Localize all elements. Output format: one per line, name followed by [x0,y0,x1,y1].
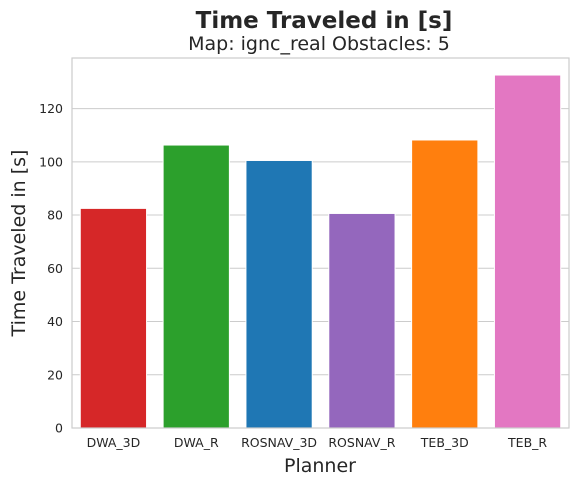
x-axis-label: Planner [284,455,356,477]
y-tick-label: 80 [47,208,63,223]
y-tick-label: 40 [47,314,63,329]
bar-dwa-r [162,144,230,429]
y-tick-label: 60 [47,261,63,276]
x-tick-label: ROSNAV_3D [241,435,317,450]
y-tick-label: 120 [39,101,63,116]
x-tick-label: ROSNAV_R [328,435,395,450]
gridlines [72,108,569,376]
x-tick-label: TEB_R [507,435,547,450]
x-tick-label: TEB_3D [420,435,469,450]
y-tick-label: 20 [47,367,63,382]
x-tick-label: DWA_3D [87,435,141,450]
bar-rosnav-r [328,212,396,429]
bar-teb-r [493,74,562,429]
y-axis-label: Time Traveled in [s] [8,150,30,338]
x-tick-labels: DWA_3D DWA_R ROSNAV_3D ROSNAV_R TEB_3D TEB_R [87,435,548,450]
bars [79,74,562,429]
y-tick-label: 0 [55,421,63,436]
chart-title: Time Traveled in [s] [196,8,453,34]
y-tick-label: 100 [39,154,63,169]
x-tick-label: DWA_R [174,435,219,450]
plot-frame [71,57,570,429]
y-tick-labels: 0 20 40 60 80 100 120 [39,101,63,435]
bar-rosnav-3d [245,159,313,429]
bar-dwa-3d [79,207,148,429]
chart-subtitle: Map: ignc_real Obstacles: 5 [188,33,450,55]
bar-teb-3d [411,139,479,429]
